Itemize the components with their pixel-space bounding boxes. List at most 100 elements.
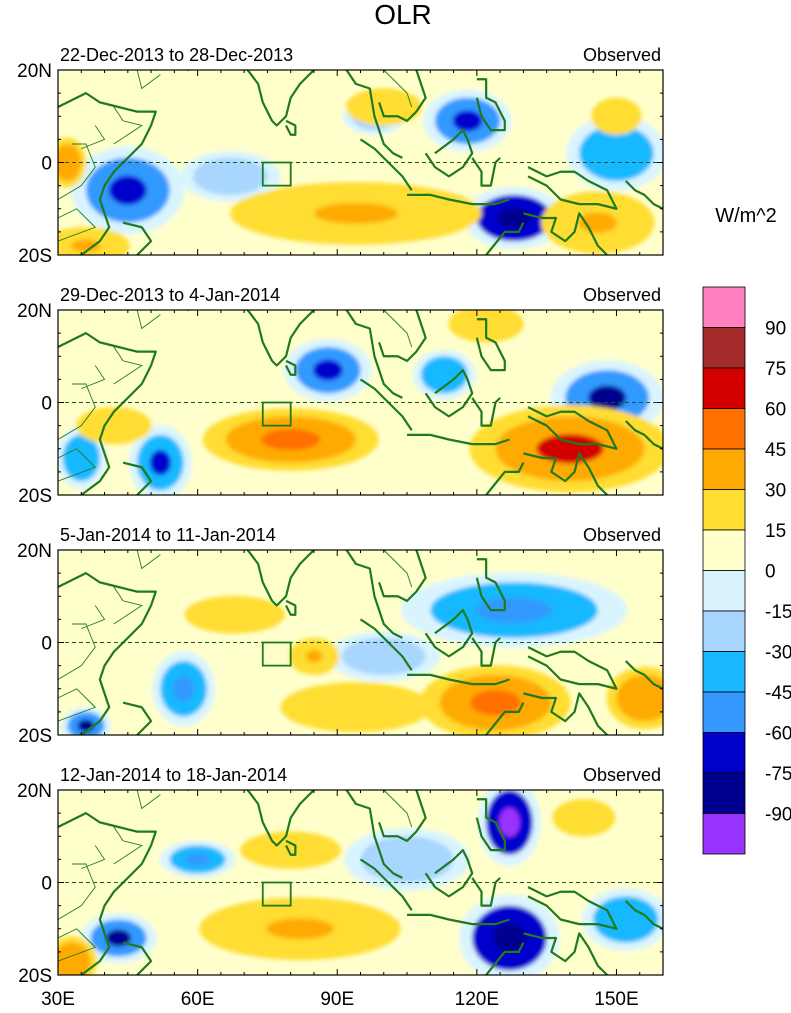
coastline <box>155 70 403 159</box>
coastline <box>527 406 618 450</box>
anomaly-core <box>498 807 520 837</box>
y-tick-label: 20N <box>17 301 52 322</box>
colorbar-swatch <box>702 327 746 369</box>
anomaly-core <box>313 202 398 224</box>
country-border <box>113 826 143 865</box>
anomaly-core <box>588 385 627 411</box>
country-border <box>359 790 361 791</box>
colorbar-label: -60 <box>765 724 791 745</box>
country-border <box>383 550 413 588</box>
coastline <box>122 701 153 735</box>
panel-ticks <box>57 549 664 736</box>
coastline <box>624 900 663 930</box>
anomaly-field <box>58 310 663 495</box>
coastline <box>485 462 525 495</box>
colorbar-label: -30 <box>765 643 791 664</box>
panel-3: 20N 0 20S 5-Jan-2014 to 11-Jan-2014 Observed <box>17 525 664 747</box>
coastline <box>523 212 608 255</box>
anomaly-core <box>266 918 334 940</box>
anomaly-region <box>58 942 91 975</box>
coastline <box>285 359 297 376</box>
colorbar-label: 90 <box>765 319 786 340</box>
coastline <box>58 332 157 495</box>
anomaly-region <box>593 896 659 943</box>
anomaly-region <box>421 356 468 394</box>
region-box <box>261 641 292 667</box>
country-border <box>58 448 97 482</box>
coastline <box>58 92 157 255</box>
anomaly-field <box>58 550 663 735</box>
anomaly-region <box>192 157 268 195</box>
coastline <box>485 942 525 975</box>
anomaly-core <box>261 429 321 450</box>
country-border <box>113 586 143 625</box>
coastline <box>475 318 506 372</box>
anomaly-core <box>173 676 195 702</box>
coastline <box>378 70 427 122</box>
anomaly-core <box>476 597 552 623</box>
anomaly-core <box>108 175 147 205</box>
coastlines <box>58 70 663 255</box>
region-box <box>261 881 292 907</box>
anomaly-region <box>300 688 412 726</box>
y-tick-label: 20N <box>17 781 52 802</box>
country-border <box>81 125 106 150</box>
panel-label: Observed <box>583 285 661 305</box>
coastline <box>471 157 501 187</box>
panel-ticks <box>57 309 664 496</box>
coastline <box>285 839 297 856</box>
coastline <box>475 798 506 852</box>
coastline <box>58 572 157 735</box>
colorbar-swatch <box>702 732 746 774</box>
panel-1: 20N 0 20S 22-Dec-2013 to 28-Dec-2013 Observe… <box>17 45 664 267</box>
panel-period: 29-Dec-2013 to 4-Jan-2014 <box>60 285 280 305</box>
country-border <box>113 106 143 145</box>
anomaly-blobs <box>58 790 663 975</box>
country-border <box>58 688 97 722</box>
coastline <box>155 310 403 399</box>
coastline <box>471 637 501 667</box>
coastline <box>122 221 153 255</box>
anomaly-core <box>313 359 343 381</box>
country-border <box>383 70 413 108</box>
y-tick-label: 20S <box>18 246 52 267</box>
country-border <box>58 383 96 440</box>
y-tick-label: 20N <box>17 61 52 82</box>
country-border <box>58 928 97 962</box>
country-border <box>81 365 106 390</box>
panels-group: 20N 0 20S 22-Dec-2013 to 28-Dec-2013 Observe… <box>17 45 664 1010</box>
coastline <box>285 119 297 136</box>
colorbar-swatch <box>702 651 746 693</box>
colorbar-swatch <box>702 772 746 814</box>
colorbar-swatch <box>702 408 746 450</box>
anomaly-core <box>452 110 483 132</box>
colorbar-label: -15 <box>765 602 791 623</box>
coastline <box>527 886 618 930</box>
coastline <box>485 702 525 735</box>
coastline <box>471 877 501 907</box>
coastline <box>378 550 427 602</box>
y-tick-label: 20N <box>17 541 52 562</box>
colorbar-label: -75 <box>765 764 791 785</box>
anomaly-region <box>85 411 142 440</box>
colorbar-units: W/m^2 <box>715 205 777 227</box>
coastline <box>475 558 506 612</box>
anomaly-region <box>58 144 82 181</box>
coastline <box>527 646 618 690</box>
country-border <box>58 623 96 680</box>
coastline <box>527 166 618 210</box>
panel-label: Observed <box>583 45 661 65</box>
coastline <box>624 420 663 450</box>
coastline <box>122 941 153 975</box>
anomaly-region <box>62 434 100 482</box>
colorbar-label: 60 <box>765 400 786 421</box>
panel-label: Observed <box>583 765 661 785</box>
country-border <box>81 845 106 870</box>
coastlines <box>58 310 663 495</box>
coastline <box>475 78 506 132</box>
anomaly-region <box>253 836 328 864</box>
x-tick-label: 30E <box>41 989 75 1010</box>
y-tick-label: 20S <box>18 966 52 987</box>
coastline <box>424 849 474 898</box>
panel-2: 20N 0 20S 29-Dec-2013 to 4-Jan-2014 Observed <box>17 285 664 507</box>
